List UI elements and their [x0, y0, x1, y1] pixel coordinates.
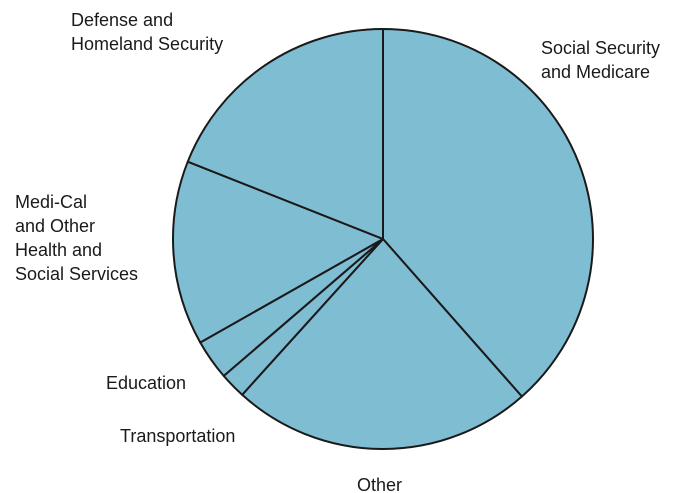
pie-slice-0: [382, 28, 594, 398]
label-social-security-medicare: Social Security and Medicare: [541, 38, 661, 82]
pie-slice-5: [186, 28, 384, 240]
label-education: Education: [106, 373, 187, 393]
label-medi-cal-health-social-services: Medi-Cal and Other Health and Social Ser…: [15, 192, 139, 284]
pie-slice-1: [241, 238, 523, 450]
label-defense-homeland-security: Defense and Homeland Security: [71, 10, 224, 54]
label-other: Other: [357, 475, 403, 493]
pie-slice-4: [172, 160, 384, 344]
label-transportation: Transportation: [120, 426, 236, 446]
